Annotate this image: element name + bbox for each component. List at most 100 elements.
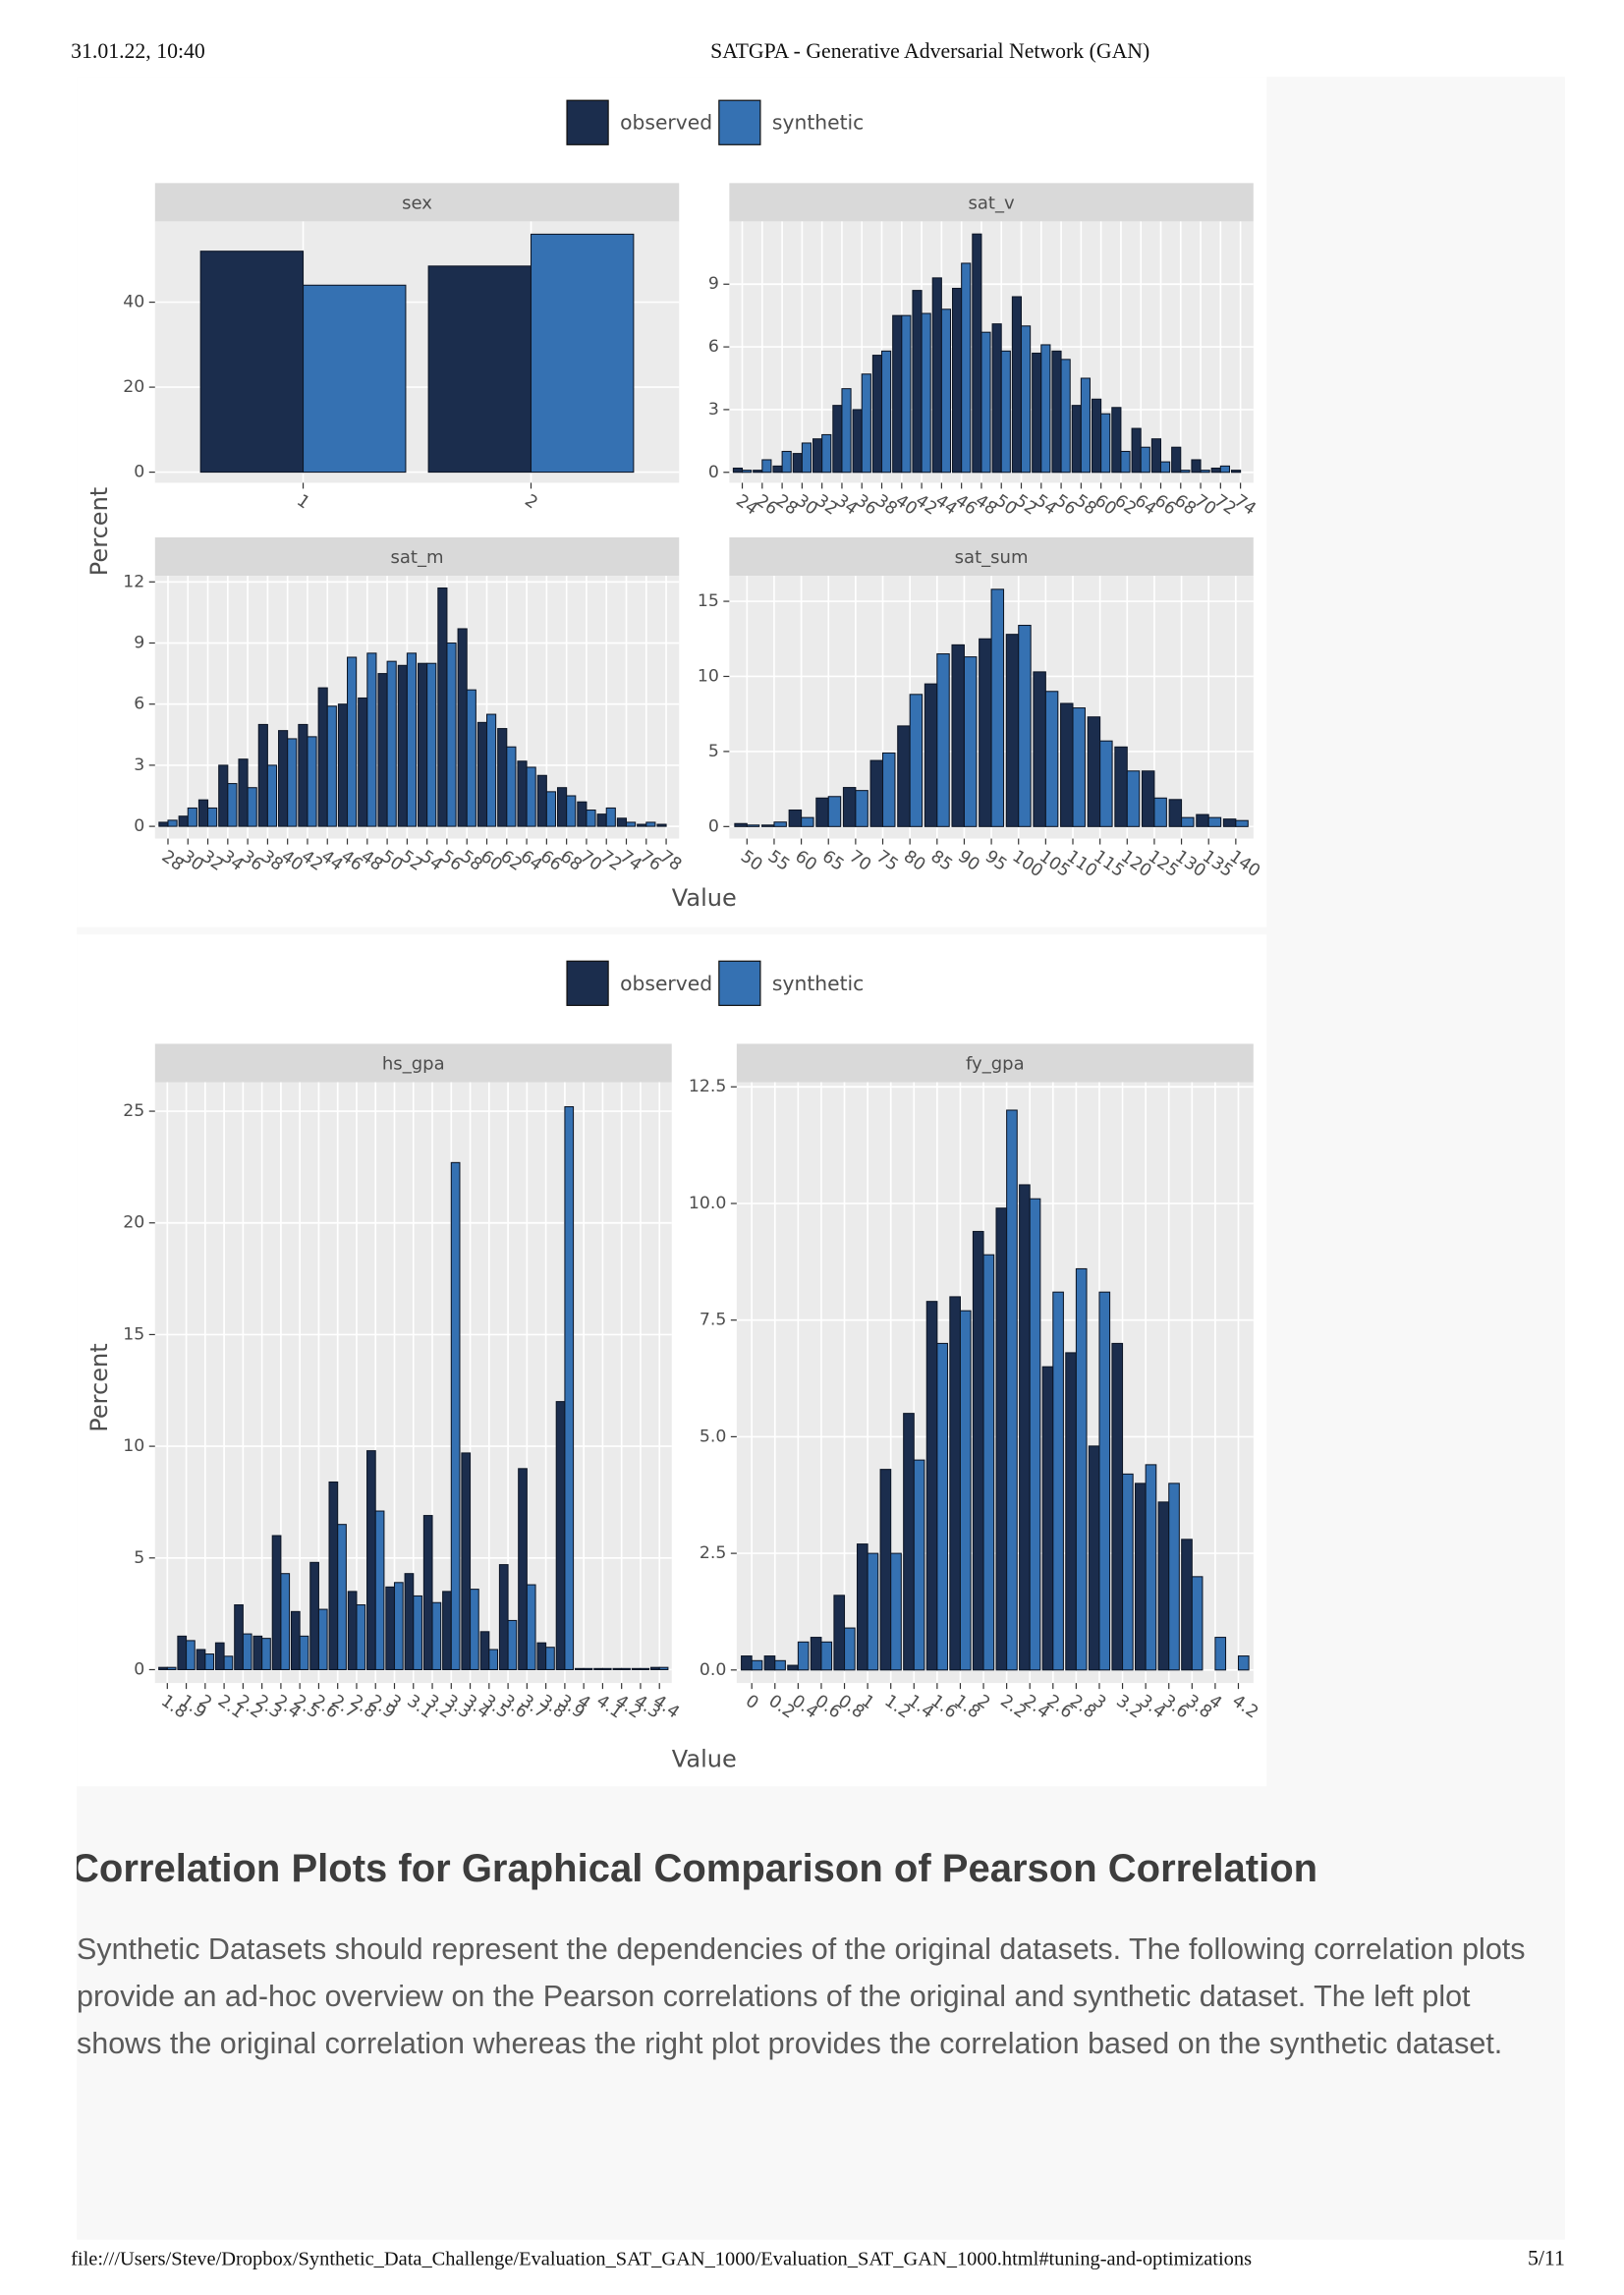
bar [347,656,358,827]
y-axis-title: Percent [85,1343,113,1431]
facet-strip [729,536,1254,577]
bar [1041,1366,1054,1671]
bar [218,764,229,827]
y-tick-label: 7.5 [700,1311,726,1330]
bar [287,738,298,827]
y-tick-label: 12.5 [689,1077,726,1096]
y-tick-label: 3 [134,756,144,775]
facet-title: sat_m [390,547,443,568]
bar [734,822,748,827]
y-tick-label: 0 [708,816,719,836]
legend-swatch [566,960,609,1006]
y-tick-label: 20 [123,1213,144,1233]
bar [940,308,952,474]
section-heading: Correlation Plots for Graphical Comparis… [77,1847,1318,1890]
bar [1230,470,1242,474]
bar [1040,344,1051,474]
bar [1111,1342,1124,1671]
bar [166,1666,177,1670]
bar [461,1452,472,1670]
bar [1237,1655,1250,1671]
bar [760,824,775,827]
x-axis-title: Value [672,884,737,912]
bar [788,809,803,827]
bar [650,1666,660,1670]
bar [1168,799,1183,827]
bar [871,355,883,474]
bar [187,807,197,827]
bar [1099,740,1113,827]
bar [1150,438,1162,474]
bar [1020,325,1032,474]
bar [366,652,377,827]
bar [832,405,843,474]
bar [1171,446,1182,474]
bar [1120,450,1131,474]
bar [991,323,1002,474]
bar [437,587,448,827]
bar [196,1649,206,1670]
bar [366,1450,376,1670]
y-tick-label: 10 [123,1436,144,1456]
bar [912,290,923,474]
bar [852,409,863,474]
bar [761,459,772,474]
bar [1219,465,1231,474]
bar [1044,691,1059,827]
facet-title: hs_gpa [382,1053,445,1074]
bar [815,797,829,827]
bar [252,1635,263,1670]
bar [1091,398,1102,474]
bar [952,287,963,474]
bar [1157,1501,1170,1671]
bar [801,816,814,827]
bar [961,262,972,474]
bar [574,1667,585,1670]
bar [214,1642,225,1670]
bar [1207,816,1222,827]
bar [936,653,950,827]
y-tick-label: 6 [134,695,144,714]
bar [1168,1483,1180,1671]
bar [199,251,305,474]
print-url: file:///Users/Steve/Dropbox/Synthetic_Da… [71,2248,1252,2269]
bar [810,1637,822,1671]
bar [404,1573,415,1670]
bar [358,697,368,827]
bar [1196,813,1209,827]
bar [1114,746,1128,827]
y-tick-label: 6 [708,337,719,357]
facet-strip [736,1043,1254,1083]
bar [959,1310,972,1671]
bar [1052,1291,1064,1671]
bar [1019,1184,1031,1671]
bar [1071,405,1082,474]
bar [1131,427,1142,474]
bar [751,1659,763,1671]
bar [1111,407,1122,474]
bar [374,1510,385,1670]
bar [881,752,896,827]
bar [479,1631,490,1670]
y-tick-label: 9 [708,274,719,294]
bar [476,721,488,827]
y-tick-label: 12 [123,572,144,591]
bar [982,1254,995,1671]
section: Correlation Plots for Graphical Comparis… [77,1837,1565,2132]
legend-label: observed [620,972,712,995]
y-tick-label: 15 [123,1324,144,1344]
bar [820,1641,833,1671]
bar [1181,1539,1193,1671]
bar [242,1633,252,1670]
bar [204,1653,215,1670]
bar [763,1655,776,1671]
bar [841,388,852,474]
bar [1072,707,1086,827]
bar [844,1627,856,1671]
bar [773,821,787,827]
bar [781,450,792,474]
bar [207,807,218,827]
bar [526,766,536,827]
